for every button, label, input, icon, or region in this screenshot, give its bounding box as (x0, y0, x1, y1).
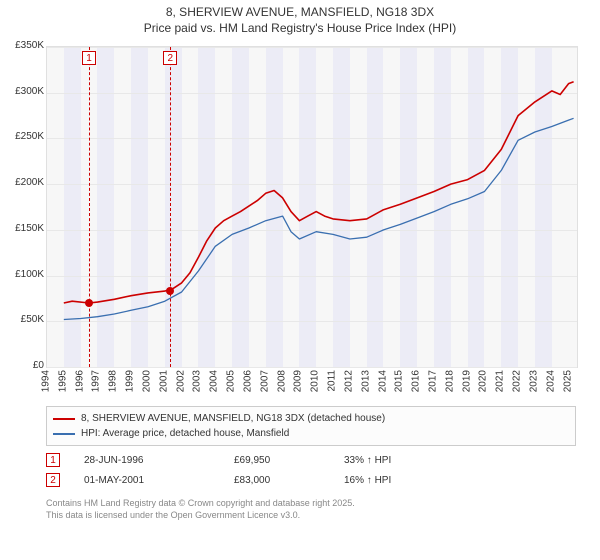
legend-label-hpi: HPI: Average price, detached house, Mans… (81, 428, 289, 439)
x-tick-label: 2006 (242, 370, 253, 392)
y-tick-label: £300K (4, 86, 44, 97)
x-tick-label: 2002 (175, 370, 186, 392)
x-tick-label: 2017 (427, 370, 438, 392)
chart-title: 8, SHERVIEW AVENUE, MANSFIELD, NG18 3DX … (0, 0, 600, 36)
sale-dot (166, 287, 174, 295)
x-tick-label: 2023 (528, 370, 539, 392)
x-tick-label: 2001 (158, 370, 169, 392)
y-tick-label: £150K (4, 223, 44, 234)
x-tick-label: 2009 (293, 370, 304, 392)
x-tick-label: 2016 (411, 370, 422, 392)
title-line-2: Price paid vs. HM Land Registry's House … (0, 20, 600, 36)
x-tick-label: 2013 (360, 370, 371, 392)
y-tick-label: £250K (4, 131, 44, 142)
footnote-line-2: This data is licensed under the Open Gov… (46, 510, 576, 522)
x-tick-label: 2015 (394, 370, 405, 392)
x-tick-label: 2004 (209, 370, 220, 392)
legend-row-price-paid: 8, SHERVIEW AVENUE, MANSFIELD, NG18 3DX … (53, 411, 569, 426)
title-line-1: 8, SHERVIEW AVENUE, MANSFIELD, NG18 3DX (0, 4, 600, 20)
sale-marker-flag: 1 (82, 51, 96, 65)
x-tick-label: 2014 (377, 370, 388, 392)
x-tick-label: 2022 (512, 370, 523, 392)
x-tick-label: 2011 (327, 370, 338, 392)
x-tick-label: 2003 (192, 370, 203, 392)
sale-marker-flag: 2 (163, 51, 177, 65)
x-tick-label: 2007 (259, 370, 270, 392)
sale-delta: 33% HPI (344, 455, 484, 466)
x-tick-label: 2018 (444, 370, 455, 392)
arrow-up-icon (367, 455, 372, 466)
x-tick-label: 1998 (108, 370, 119, 392)
x-tick-label: 2024 (545, 370, 556, 392)
x-tick-label: 1994 (41, 370, 52, 392)
footnote: Contains HM Land Registry data © Crown c… (46, 498, 576, 521)
x-tick-label: 2021 (495, 370, 506, 392)
x-tick-label: 2012 (343, 370, 354, 392)
x-tick-label: 1996 (74, 370, 85, 392)
sale-date: 01-MAY-2001 (84, 475, 234, 486)
chart-lines-svg (47, 47, 577, 367)
x-tick-label: 2005 (226, 370, 237, 392)
x-tick-label: 2019 (461, 370, 472, 392)
x-tick-label: 2020 (478, 370, 489, 392)
y-tick-label: £100K (4, 269, 44, 280)
y-tick-label: £350K (4, 40, 44, 51)
x-tick-label: 1995 (57, 370, 68, 392)
legend-swatch-price-paid (53, 418, 75, 420)
sales-row: 1 28-JUN-1996 £69,950 33% HPI (46, 450, 576, 470)
legend-label-price-paid: 8, SHERVIEW AVENUE, MANSFIELD, NG18 3DX … (81, 413, 385, 424)
sale-price: £83,000 (234, 475, 344, 486)
legend-swatch-hpi (53, 433, 75, 435)
chart-plot-area: 12 (46, 46, 578, 368)
footnote-line-1: Contains HM Land Registry data © Crown c… (46, 498, 576, 510)
arrow-up-icon (367, 475, 372, 486)
sales-table: 1 28-JUN-1996 £69,950 33% HPI 2 01-MAY-2… (46, 450, 576, 490)
x-tick-label: 2025 (562, 370, 573, 392)
x-tick-label: 2010 (310, 370, 321, 392)
sale-date: 28-JUN-1996 (84, 455, 234, 466)
x-tick-label: 1999 (125, 370, 136, 392)
legend-box: 8, SHERVIEW AVENUE, MANSFIELD, NG18 3DX … (46, 406, 576, 446)
y-tick-label: £50K (4, 314, 44, 325)
legend-row-hpi: HPI: Average price, detached house, Mans… (53, 426, 569, 441)
sale-dot (85, 299, 93, 307)
sale-marker-icon: 1 (46, 453, 60, 467)
sales-row: 2 01-MAY-2001 £83,000 16% HPI (46, 470, 576, 490)
x-tick-label: 2000 (141, 370, 152, 392)
sale-marker-icon: 2 (46, 473, 60, 487)
sale-delta: 16% HPI (344, 475, 484, 486)
y-tick-label: £0 (4, 360, 44, 371)
y-tick-label: £200K (4, 177, 44, 188)
x-tick-label: 1997 (91, 370, 102, 392)
sale-price: £69,950 (234, 455, 344, 466)
x-tick-label: 2008 (276, 370, 287, 392)
